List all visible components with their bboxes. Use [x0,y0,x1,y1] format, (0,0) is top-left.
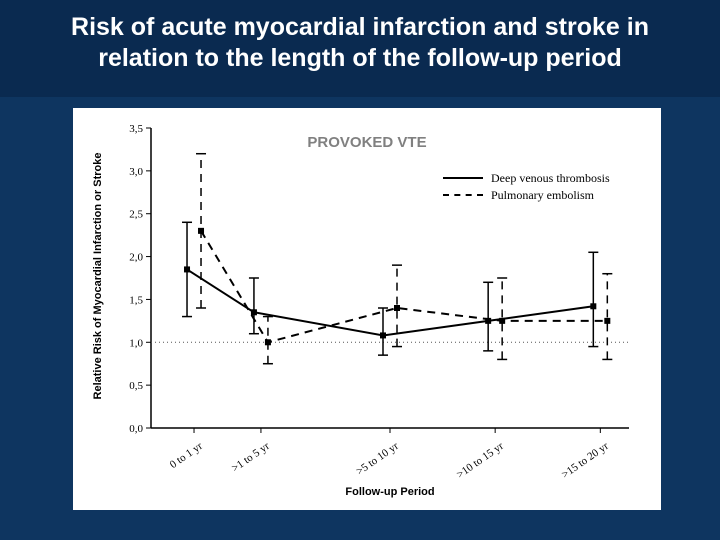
slide: Risk of acute myocardial infarction and … [0,0,720,540]
svg-text:1,0: 1,0 [129,337,143,349]
svg-text:0,5: 0,5 [129,380,143,392]
svg-text:2,5: 2,5 [129,209,143,221]
chart-panel: PROVOKED VTE 0,00,51,01,52,02,53,03,5 Re… [73,108,661,510]
svg-text:1,5: 1,5 [129,294,143,306]
x-axis-label: Follow-up Period [151,486,629,498]
legend-line-icon [443,177,483,179]
legend-line-icon [443,194,483,196]
legend-row: Pulmonary embolism [443,187,610,204]
svg-text:2,0: 2,0 [129,252,143,264]
legend-label: Pulmonary embolism [491,187,594,204]
svg-text:0,0: 0,0 [129,423,143,435]
chart-subtitle: PROVOKED VTE [73,134,661,151]
svg-text:3,0: 3,0 [129,166,143,178]
chart-svg: 0,00,51,01,52,02,53,03,5 [73,108,661,510]
slide-title: Risk of acute myocardial infarction and … [0,0,720,85]
legend: Deep venous thrombosisPulmonary embolism [443,170,610,204]
legend-row: Deep venous thrombosis [443,170,610,187]
y-axis-label: Relative Risk of Myocardial Infarction o… [92,131,104,421]
legend-label: Deep venous thrombosis [491,170,610,187]
